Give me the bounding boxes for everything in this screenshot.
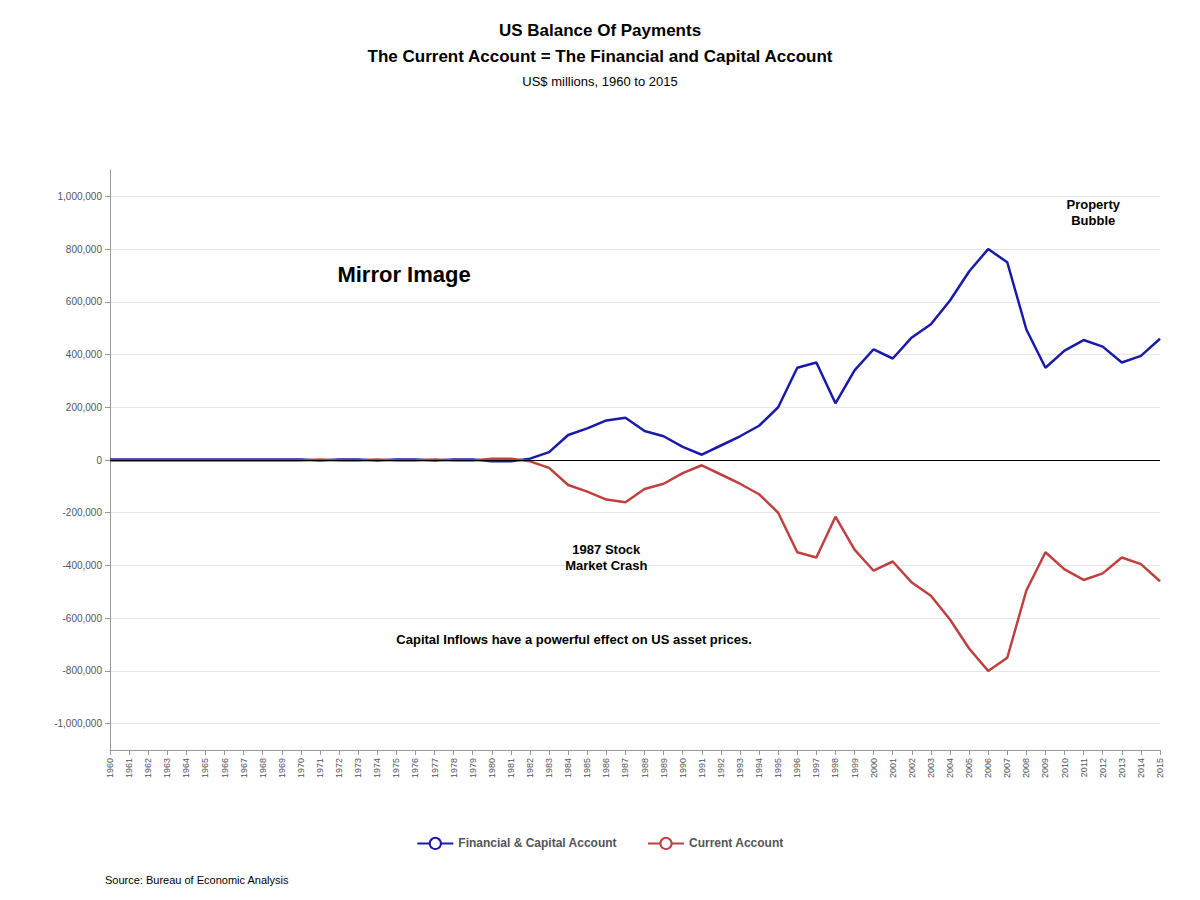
svg-text:800,000: 800,000	[66, 244, 103, 255]
svg-text:1992: 1992	[716, 758, 726, 778]
svg-text:Bubble: Bubble	[1071, 213, 1115, 228]
svg-text:1962: 1962	[143, 758, 153, 778]
svg-text:Property: Property	[1066, 197, 1120, 212]
svg-text:1975: 1975	[391, 758, 401, 778]
svg-text:1999: 1999	[850, 758, 860, 778]
svg-text:1978: 1978	[449, 758, 459, 778]
svg-text:2003: 2003	[926, 758, 936, 778]
svg-text:1971: 1971	[315, 758, 325, 778]
svg-text:1985: 1985	[582, 758, 592, 778]
svg-text:2001: 2001	[888, 758, 898, 778]
svg-text:1987 Stock: 1987 Stock	[572, 542, 641, 557]
svg-text:1964: 1964	[181, 758, 191, 778]
svg-text:Current Account: Current Account	[689, 836, 783, 850]
svg-text:-1,000,000: -1,000,000	[54, 718, 102, 729]
svg-text:Market Crash: Market Crash	[565, 558, 647, 573]
svg-text:1993: 1993	[735, 758, 745, 778]
svg-text:Source: Bureau of Economic Ana: Source: Bureau of Economic Analysis	[105, 874, 289, 886]
svg-text:1972: 1972	[334, 758, 344, 778]
svg-text:1970: 1970	[296, 758, 306, 778]
svg-text:1994: 1994	[754, 758, 764, 778]
svg-text:1987: 1987	[620, 758, 630, 778]
svg-text:1,000,000: 1,000,000	[58, 191, 103, 202]
svg-text:-200,000: -200,000	[63, 507, 103, 518]
svg-text:2010: 2010	[1060, 758, 1070, 778]
svg-text:1997: 1997	[811, 758, 821, 778]
svg-text:2009: 2009	[1040, 758, 1050, 778]
svg-text:1983: 1983	[544, 758, 554, 778]
svg-text:1995: 1995	[773, 758, 783, 778]
svg-text:Financial & Capital Account: Financial & Capital Account	[458, 836, 616, 850]
svg-text:1981: 1981	[506, 758, 516, 778]
svg-text:US Balance Of Payments: US Balance Of Payments	[499, 21, 701, 40]
svg-text:1967: 1967	[239, 758, 249, 778]
svg-text:1969: 1969	[277, 758, 287, 778]
svg-text:2014: 2014	[1136, 758, 1146, 778]
svg-text:1980: 1980	[487, 758, 497, 778]
svg-text:-800,000: -800,000	[63, 665, 103, 676]
svg-text:0: 0	[96, 455, 102, 466]
svg-text:-600,000: -600,000	[63, 613, 103, 624]
svg-text:1989: 1989	[659, 758, 669, 778]
svg-text:1963: 1963	[162, 758, 172, 778]
svg-text:2006: 2006	[983, 758, 993, 778]
svg-text:-400,000: -400,000	[63, 560, 103, 571]
svg-text:Capital Inflows have a powerfu: Capital Inflows have a powerful effect o…	[396, 632, 751, 647]
svg-text:1966: 1966	[220, 758, 230, 778]
svg-text:2005: 2005	[964, 758, 974, 778]
svg-text:1961: 1961	[124, 758, 134, 778]
svg-text:Mirror Image: Mirror Image	[337, 262, 470, 287]
svg-text:2012: 2012	[1098, 758, 1108, 778]
svg-text:600,000: 600,000	[66, 296, 103, 307]
svg-text:2013: 2013	[1117, 758, 1127, 778]
svg-text:2011: 2011	[1079, 758, 1089, 777]
svg-text:1988: 1988	[640, 758, 650, 778]
svg-text:The Current Account = The Fina: The Current Account = The Financial and …	[368, 47, 833, 66]
svg-text:200,000: 200,000	[66, 402, 103, 413]
svg-text:1974: 1974	[372, 758, 382, 778]
svg-text:2007: 2007	[1002, 758, 1012, 778]
svg-text:1979: 1979	[468, 758, 478, 778]
svg-text:2000: 2000	[869, 758, 879, 778]
svg-text:2004: 2004	[945, 758, 955, 778]
svg-text:1996: 1996	[792, 758, 802, 778]
svg-text:1998: 1998	[830, 758, 840, 778]
svg-text:1990: 1990	[678, 758, 688, 778]
svg-text:1976: 1976	[410, 758, 420, 778]
svg-text:400,000: 400,000	[66, 349, 103, 360]
svg-text:1968: 1968	[258, 758, 268, 778]
svg-text:1984: 1984	[563, 758, 573, 778]
svg-text:1965: 1965	[200, 758, 210, 778]
svg-text:2015: 2015	[1155, 758, 1165, 778]
svg-text:1982: 1982	[525, 758, 535, 778]
svg-text:1986: 1986	[601, 758, 611, 778]
svg-text:1973: 1973	[353, 758, 363, 778]
svg-text:2008: 2008	[1021, 758, 1031, 778]
svg-text:1991: 1991	[697, 758, 707, 778]
svg-text:1977: 1977	[430, 758, 440, 778]
svg-text:2002: 2002	[907, 758, 917, 778]
svg-text:US$ millions, 1960 to 2015: US$ millions, 1960 to 2015	[522, 74, 677, 89]
svg-text:1960: 1960	[105, 758, 115, 778]
